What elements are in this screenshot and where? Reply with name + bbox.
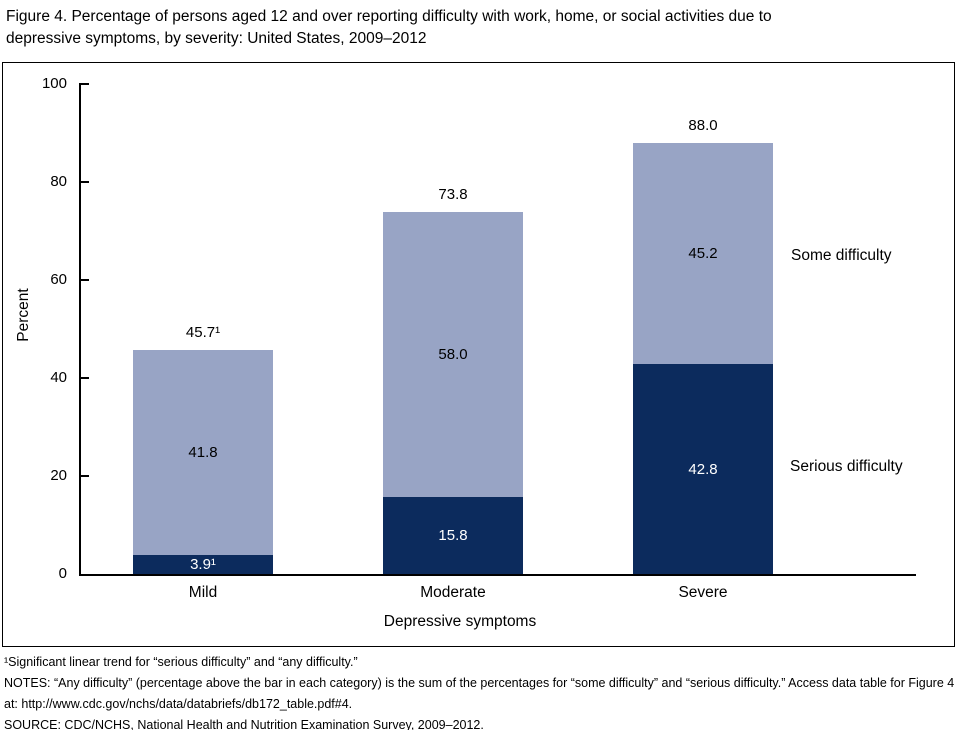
bar-moderate-some-difficulty-segment: 58.0	[383, 212, 523, 497]
bar-mild-some-difficulty-segment: 41.8	[133, 350, 273, 555]
x-tick-label-mild: Mild	[188, 584, 218, 601]
figure-title: Figure 4. Percentage of persons aged 12 …	[6, 6, 936, 50]
x-axis-line	[79, 574, 916, 576]
footnote-notes: NOTES: “Any difficulty” (percentage abov…	[4, 676, 955, 711]
bar-severe-serious-difficulty-segment: 42.8	[633, 364, 773, 574]
bar-moderate-total-label: 73.8	[438, 186, 468, 204]
bar-severe-some-difficulty-segment: 45.2	[633, 142, 773, 365]
bar-severe-total-label: 88.0	[688, 116, 718, 134]
figure-title-line1: Figure 4. Percentage of persons aged 12 …	[6, 8, 772, 25]
y-tick-label-60: 60	[50, 271, 67, 288]
x-tick-label-severe: Severe	[678, 584, 728, 601]
figure-title-line2: depressive symptoms, by severity: United…	[6, 30, 427, 47]
legend-label-some-difficulty: Some difficulty	[791, 247, 892, 264]
y-tick-label-80: 80	[50, 173, 67, 190]
y-tick-mark-40	[79, 377, 89, 379]
y-tick-label-20: 20	[50, 467, 67, 484]
legend-label-serious-difficulty: Serious difficulty	[790, 458, 903, 475]
y-tick-label-0: 0	[58, 565, 67, 582]
y-tick-label-40: 40	[50, 369, 67, 386]
bar-mild-serious-difficulty-segment: 3.9¹	[133, 554, 273, 574]
bar-mild-total-label: 45.7¹	[185, 324, 221, 342]
y-axis-line	[79, 84, 81, 576]
y-tick-mark-80	[79, 181, 89, 183]
y-tick-mark-20	[79, 475, 89, 477]
footnote-significance: ¹Significant linear trend for “serious d…	[4, 655, 358, 669]
footnote-source: SOURCE: CDC/NCHS, National Health and Nu…	[4, 718, 484, 730]
x-axis-title: Depressive symptoms	[383, 613, 537, 630]
x-tick-label-moderate: Moderate	[420, 584, 486, 601]
footnotes: ¹Significant linear trend for “serious d…	[4, 652, 956, 730]
y-tick-mark-60	[79, 279, 89, 281]
chart-frame: Percent 0 20 40 60 80 100 3.9¹ 41.8 45.7¹ 15.8 58…	[2, 62, 955, 647]
y-tick-label-100: 100	[41, 75, 67, 92]
bar-moderate-serious-difficulty-segment: 15.8	[383, 496, 523, 574]
y-axis-title: Percent	[15, 288, 32, 342]
y-tick-mark-100	[79, 83, 89, 85]
